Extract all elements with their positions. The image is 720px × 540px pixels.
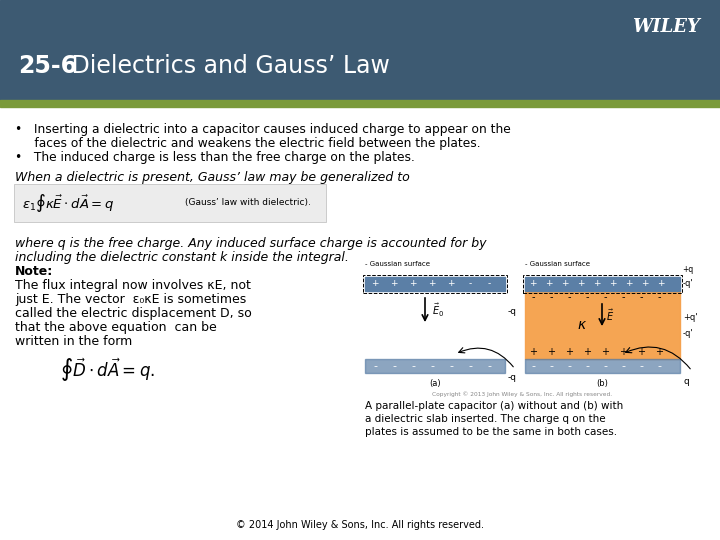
Text: +: + [562, 280, 569, 288]
Text: -: - [657, 292, 661, 302]
Bar [365, 277, 505, 291]
Text: +: + [657, 280, 665, 288]
Text: including the dielectric constant k inside the integral.: including the dielectric constant k insi… [15, 251, 349, 264]
Text: -: - [392, 361, 396, 371]
Text: Copyright © 2013 John Wiley & Sons, Inc. All rights reserved.: Copyright © 2013 John Wiley & Sons, Inc.… [433, 391, 613, 397]
Text: +: + [428, 280, 436, 288]
Text: -: - [487, 361, 491, 371]
Text: just E. The vector  ε₀κE is sometimes: just E. The vector ε₀κE is sometimes [15, 293, 246, 306]
Text: •   The induced charge is less than the free charge on the plates.: • The induced charge is less than the fr… [15, 151, 415, 164]
Text: +: + [447, 280, 455, 288]
Bar [0, 0, 720, 100]
Text: +: + [529, 280, 536, 288]
Text: +: + [637, 347, 645, 357]
Bar [525, 291, 680, 359]
Text: -: - [430, 361, 434, 371]
Text: +: + [609, 280, 617, 288]
Text: +: + [655, 347, 663, 357]
Text: +: + [372, 280, 379, 288]
Text: (a): (a) [429, 379, 441, 388]
Text: -: - [531, 361, 535, 371]
Text: q: q [683, 376, 689, 386]
Text: -q': -q' [683, 328, 693, 338]
Text: -: - [567, 361, 571, 371]
Text: The flux integral now involves κE, not: The flux integral now involves κE, not [15, 279, 251, 292]
Text: called the electric displacement D, so: called the electric displacement D, so [15, 307, 252, 320]
Text: plates is assumed to be the same in both cases.: plates is assumed to be the same in both… [365, 427, 617, 437]
Text: a dielectric slab inserted. The charge q on the: a dielectric slab inserted. The charge q… [365, 414, 606, 424]
Text: -: - [657, 361, 661, 371]
Text: -q: -q [508, 307, 517, 315]
Text: $\kappa$: $\kappa$ [577, 318, 587, 332]
Text: WILEY: WILEY [632, 18, 700, 36]
Text: -: - [567, 292, 571, 302]
FancyBboxPatch shape [14, 184, 326, 222]
Text: +: + [547, 347, 555, 357]
Text: When a dielectric is present, Gauss’ law may be generalized to: When a dielectric is present, Gauss’ law… [15, 171, 410, 184]
Text: Note:: Note: [15, 265, 53, 278]
Text: -: - [449, 361, 453, 371]
Text: (b): (b) [596, 379, 608, 388]
Bar [525, 359, 680, 373]
Text: -: - [373, 361, 377, 371]
Text: $\oint \vec{D}\cdot d\vec{A} = q.$: $\oint \vec{D}\cdot d\vec{A} = q.$ [60, 357, 156, 384]
Text: -: - [531, 292, 535, 302]
Text: +: + [577, 280, 585, 288]
Bar [525, 277, 680, 291]
Text: +: + [409, 280, 417, 288]
Text: +: + [529, 347, 537, 357]
Text: -: - [549, 292, 553, 302]
Text: $\vec{E}_0$: $\vec{E}_0$ [432, 301, 444, 319]
Text: +q': +q' [683, 313, 698, 321]
Text: -: - [603, 292, 607, 302]
Text: +: + [390, 280, 397, 288]
Text: A parallel-plate capacitor (a) without and (b) with: A parallel-plate capacitor (a) without a… [365, 401, 624, 411]
Text: Dielectrics and Gauss’ Law: Dielectrics and Gauss’ Law [64, 54, 390, 78]
Text: -: - [487, 280, 490, 288]
Text: +: + [619, 347, 627, 357]
Text: -q: -q [508, 373, 517, 381]
Text: (Gauss’ law with dielectric).: (Gauss’ law with dielectric). [185, 199, 311, 207]
Text: -: - [603, 361, 607, 371]
Bar [0, 100, 720, 107]
Text: -: - [585, 292, 589, 302]
Text: -: - [639, 361, 643, 371]
Text: +: + [565, 347, 573, 357]
Text: +: + [601, 347, 609, 357]
Text: +: + [593, 280, 600, 288]
Text: -: - [411, 361, 415, 371]
Text: - Gaussian surface: - Gaussian surface [525, 261, 590, 267]
Text: 25-6: 25-6 [18, 54, 77, 78]
Text: faces of the dielectric and weakens the electric field between the plates.: faces of the dielectric and weakens the … [15, 137, 481, 150]
Text: -: - [549, 361, 553, 371]
Text: +: + [545, 280, 553, 288]
Text: -: - [469, 280, 472, 288]
Text: +: + [642, 280, 649, 288]
Bar [365, 359, 505, 373]
Text: $\varepsilon_1 \oint \kappa\vec{E}\cdot d\vec{A} = q$: $\varepsilon_1 \oint \kappa\vec{E}\cdot … [22, 192, 114, 214]
Text: © 2014 John Wiley & Sons, Inc. All rights reserved.: © 2014 John Wiley & Sons, Inc. All right… [236, 520, 484, 530]
Text: where q is the free charge. Any induced surface charge is accounted for by: where q is the free charge. Any induced … [15, 237, 487, 250]
Text: -: - [468, 361, 472, 371]
Text: -: - [621, 292, 625, 302]
Text: -: - [585, 361, 589, 371]
Text: +: + [583, 347, 591, 357]
Text: that the above equation  can be: that the above equation can be [15, 321, 217, 334]
Text: written in the form: written in the form [15, 335, 132, 348]
Text: -: - [639, 292, 643, 302]
Text: - Gaussian surface: - Gaussian surface [365, 261, 430, 267]
Text: -: - [621, 361, 625, 371]
Text: -q': -q' [683, 279, 693, 287]
Text: $\vec{E}$: $\vec{E}$ [606, 307, 614, 323]
Text: •   Inserting a dielectric into a capacitor causes induced charge to appear on t: • Inserting a dielectric into a capacito… [15, 123, 510, 136]
Text: +q: +q [682, 265, 693, 274]
Text: +: + [625, 280, 633, 288]
